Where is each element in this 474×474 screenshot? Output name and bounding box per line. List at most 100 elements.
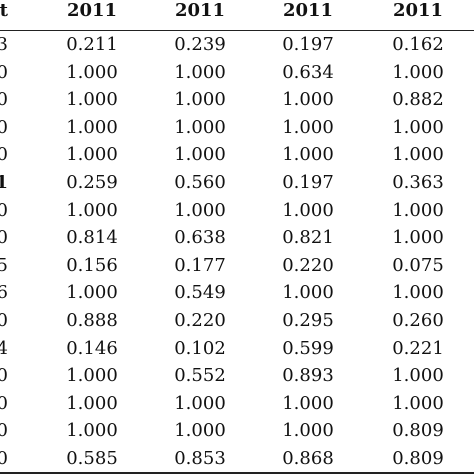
table-row: 5 0.156 0.177 0.220 0.075 — [0, 252, 474, 280]
row-stub-cell: 0 — [0, 199, 8, 221]
table-cell: 0.239 — [174, 34, 226, 55]
table-cell: 0.211 — [66, 34, 118, 55]
table-cell: 0.638 — [174, 227, 226, 249]
bottom-rule — [0, 472, 474, 474]
table-cell: 0.220 — [282, 254, 334, 276]
table-row: 4 0.146 0.102 0.599 0.221 — [0, 335, 474, 363]
table-cell: 1.000 — [66, 61, 118, 83]
table-cell: 0.220 — [174, 309, 226, 331]
column-header-1: 2011 — [66, 0, 118, 21]
row-stub-cell: 4 — [0, 337, 8, 359]
column-header-2: 2011 — [174, 0, 226, 21]
table-row: 0 1.000 1.000 1.000 1.000 — [0, 197, 474, 225]
table-cell: 1.000 — [392, 116, 444, 138]
table-cell: 0.893 — [282, 365, 334, 387]
row-stub-cell: 6 — [0, 282, 8, 304]
table-row: 0 1.000 1.000 1.000 1.000 — [0, 114, 474, 142]
table-row: 0 1.000 1.000 1.000 1.000 — [0, 141, 474, 169]
table-cell: 1.000 — [174, 199, 226, 221]
table-cell: 0.221 — [392, 337, 444, 359]
table-cell: 1.000 — [392, 144, 444, 166]
table-cell: 1.000 — [174, 61, 226, 83]
header-stub-cell: t — [0, 0, 8, 21]
column-header-4: 2011 — [392, 0, 444, 21]
table-cell: 0.552 — [174, 365, 226, 387]
table-cell: 1.000 — [392, 365, 444, 387]
table-cell: 0.809 — [392, 420, 444, 442]
table-body: 3 0.211 0.239 0.197 0.162 0 1.000 1.000 0.634 1.0… — [0, 31, 474, 473]
table-cell: 1.000 — [392, 199, 444, 221]
table-row: 0 1.000 1.000 1.000 1.000 — [0, 390, 474, 418]
table-cell: 0.809 — [392, 447, 444, 469]
table-row: 0 0.585 0.853 0.868 0.809 — [0, 445, 474, 473]
row-stub-cell: 1 — [0, 171, 8, 193]
table-cell: 0.177 — [174, 254, 226, 276]
table-cell: 1.000 — [66, 420, 118, 442]
row-stub-cell: 0 — [0, 89, 8, 111]
table-cell: 1.000 — [282, 282, 334, 304]
table-cell: 0.882 — [392, 89, 444, 111]
table-cell: 0.162 — [392, 34, 444, 55]
table-cell: 0.634 — [282, 61, 334, 83]
table-cell: 0.075 — [392, 254, 444, 276]
table-cell: 1.000 — [282, 199, 334, 221]
table-row: 6 1.000 0.549 1.000 1.000 — [0, 279, 474, 307]
table-cell: 1.000 — [282, 144, 334, 166]
table-cell: 1.000 — [174, 116, 226, 138]
row-stub-cell: 0 — [0, 227, 8, 249]
table-cell: 0.156 — [66, 254, 118, 276]
table-cell: 1.000 — [174, 89, 226, 111]
table-cell: 1.000 — [392, 392, 444, 414]
row-stub-cell: 0 — [0, 144, 8, 166]
table-cell: 0.814 — [66, 227, 118, 249]
row-stub-cell: 0 — [0, 365, 8, 387]
table-cell: 0.585 — [66, 447, 118, 469]
table-header-row: t 2011 2011 2011 2011 — [0, 0, 474, 30]
row-stub-cell: 0 — [0, 61, 8, 83]
table-cell: 0.260 — [392, 309, 444, 331]
table-row: 0 1.000 1.000 1.000 0.809 — [0, 417, 474, 445]
table-row: 0 1.000 1.000 0.634 1.000 — [0, 59, 474, 87]
table-cell: 1.000 — [66, 144, 118, 166]
table-cell: 0.599 — [282, 337, 334, 359]
table-cell: 1.000 — [392, 61, 444, 83]
table-cell: 1.000 — [66, 365, 118, 387]
table-cell: 0.868 — [282, 447, 334, 469]
table-row: 0 0.814 0.638 0.821 1.000 — [0, 224, 474, 252]
table-row: 0 0.888 0.220 0.295 0.260 — [0, 307, 474, 335]
table-row: 0 1.000 1.000 1.000 0.882 — [0, 86, 474, 114]
row-stub-cell: 3 — [0, 34, 8, 55]
row-stub-cell: 0 — [0, 309, 8, 331]
row-stub-cell: 0 — [0, 116, 8, 138]
table-cell: 0.197 — [282, 171, 334, 193]
row-stub-cell: 0 — [0, 447, 8, 469]
row-stub-cell: 0 — [0, 392, 8, 414]
table-cell: 0.888 — [66, 309, 118, 331]
table-row: 3 0.211 0.239 0.197 0.162 — [0, 31, 474, 59]
table-cell: 1.000 — [66, 199, 118, 221]
table-cell: 0.560 — [174, 171, 226, 193]
table-cell: 1.000 — [66, 392, 118, 414]
table-cell: 1.000 — [282, 89, 334, 111]
table-cell: 0.146 — [66, 337, 118, 359]
table-cell: 1.000 — [66, 282, 118, 304]
table-cell: 1.000 — [282, 420, 334, 442]
row-stub-cell: 0 — [0, 420, 8, 442]
column-header-3: 2011 — [282, 0, 334, 21]
table-cell: 1.000 — [66, 116, 118, 138]
table-cell: 0.295 — [282, 309, 334, 331]
table-cell: 1.000 — [174, 420, 226, 442]
table-cell: 0.549 — [174, 282, 226, 304]
table-cell: 0.102 — [174, 337, 226, 359]
table-cell: 0.197 — [282, 34, 334, 55]
table-cell: 0.259 — [66, 171, 118, 193]
row-stub-cell: 5 — [0, 254, 8, 276]
table-cell: 0.821 — [282, 227, 334, 249]
table-cell: 0.853 — [174, 447, 226, 469]
table-cell: 1.000 — [66, 89, 118, 111]
table-cell: 1.000 — [174, 144, 226, 166]
table-cell: 1.000 — [392, 282, 444, 304]
table-row: 1 0.259 0.560 0.197 0.363 — [0, 169, 474, 197]
table-cell: 1.000 — [174, 392, 226, 414]
